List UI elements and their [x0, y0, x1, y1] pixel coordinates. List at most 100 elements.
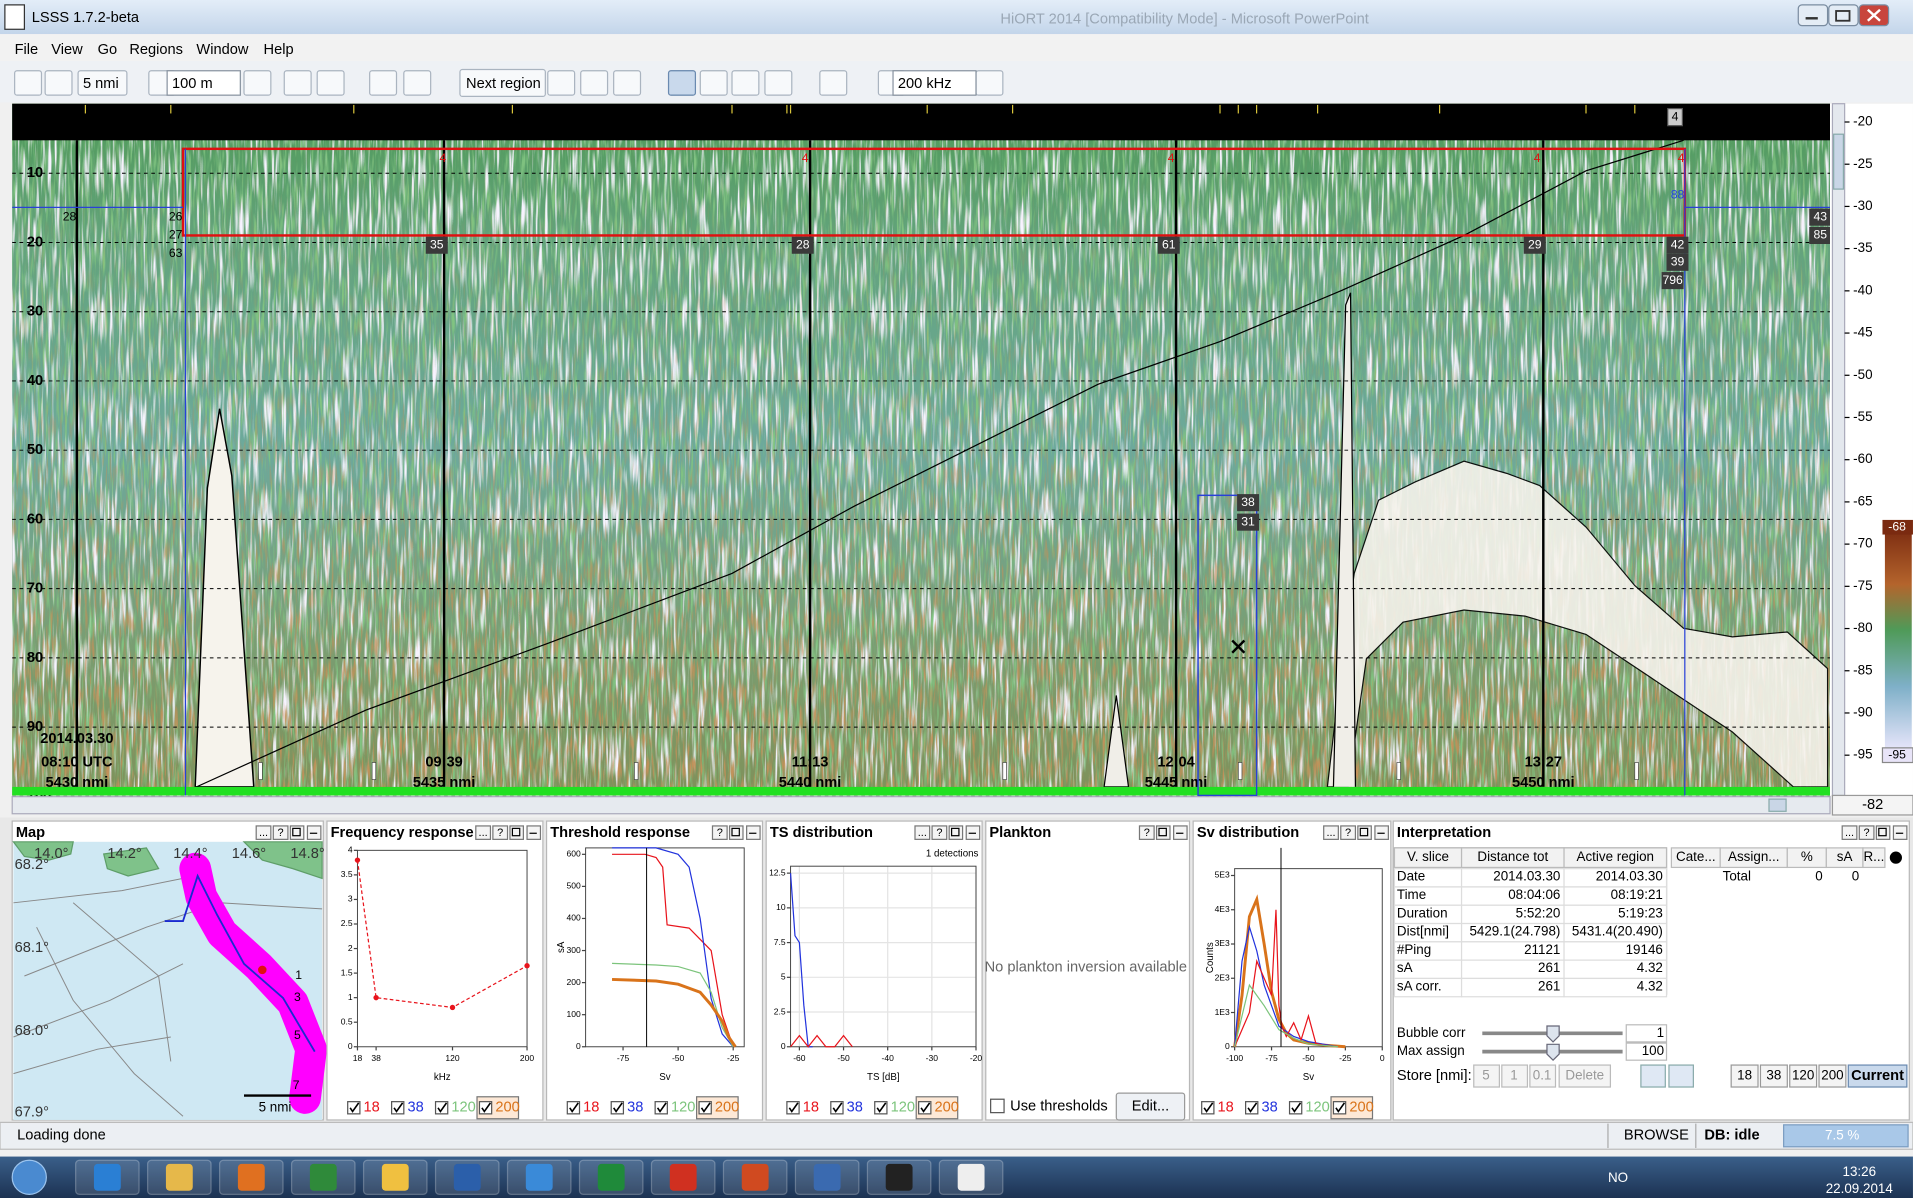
frequency-checkbox-label[interactable]: 18 — [364, 1100, 380, 1116]
frequency-checkbox-label[interactable]: 120 — [671, 1100, 695, 1116]
x-tick-label: -20 — [970, 1053, 983, 1063]
tool-button[interactable] — [317, 71, 344, 95]
app-icon — [886, 1164, 913, 1191]
tool-button[interactable] — [284, 71, 311, 95]
tool-button[interactable] — [244, 71, 271, 95]
frequency-button-label[interactable]: 18 — [1737, 1068, 1752, 1083]
panel-button-label[interactable]: ? — [717, 827, 723, 839]
tool-button[interactable] — [732, 71, 759, 95]
tool-button[interactable] — [765, 71, 792, 95]
panel-button-label[interactable]: ... — [918, 827, 927, 839]
frequency-checkbox-label[interactable]: 18 — [803, 1100, 819, 1116]
tool-button[interactable] — [700, 71, 727, 95]
panel-title: Plankton — [989, 825, 1051, 841]
frequency-checkbox-label[interactable]: 38 — [1261, 1100, 1277, 1116]
panel-button-label[interactable]: ? — [1144, 827, 1150, 839]
panel-button-label[interactable]: ? — [278, 827, 284, 839]
frequency-button-label[interactable]: 38 — [1766, 1068, 1781, 1083]
detections-note: 1 detections — [926, 849, 979, 860]
y-tick-label: 0 — [1225, 1041, 1230, 1051]
frequency-checkbox-label[interactable]: 38 — [847, 1100, 863, 1116]
frequency-checkbox-label[interactable]: 200 — [495, 1100, 519, 1116]
menu-item[interactable]: View — [51, 42, 83, 58]
slider-label: Max assign — [1397, 1043, 1465, 1058]
sv-tick-label: -75 — [1853, 578, 1872, 593]
horizontal-scrollbar[interactable] — [12, 797, 1830, 814]
use-thresholds-label[interactable]: Use thresholds — [1010, 1098, 1108, 1114]
store-option[interactable]: 5 — [1482, 1068, 1489, 1083]
panel-button-label[interactable]: ... — [1326, 827, 1335, 839]
tool-button[interactable] — [976, 71, 1003, 95]
frequency-checkbox-label[interactable]: 38 — [627, 1100, 643, 1116]
frequency-checkbox-label[interactable]: 120 — [1305, 1100, 1329, 1116]
frequency-checkbox-label[interactable]: 38 — [407, 1100, 423, 1116]
menu-item[interactable]: File — [15, 42, 39, 58]
table-cell-text: Dist[nmi] — [1397, 924, 1449, 939]
vertical-scrollbar[interactable] — [1832, 104, 1844, 796]
start-button[interactable] — [12, 1160, 46, 1194]
tool-button[interactable] — [581, 71, 608, 95]
app-icon — [598, 1164, 625, 1191]
frequency-checkbox-label[interactable]: 200 — [935, 1100, 959, 1116]
delete-label[interactable]: Delete — [1565, 1068, 1604, 1083]
panel-button-label[interactable]: ... — [479, 827, 488, 839]
table-cell-text: 08:04:06 — [1508, 887, 1560, 902]
tool-button[interactable] — [548, 71, 575, 95]
scroll-thumb[interactable] — [1834, 134, 1844, 189]
menu-item[interactable]: Window — [196, 42, 248, 58]
edit-label[interactable]: Edit... — [1132, 1098, 1169, 1114]
region-label: 61 — [1162, 237, 1176, 251]
tool-button-active[interactable] — [669, 71, 696, 95]
panel-button-label[interactable]: ... — [259, 827, 268, 839]
tool-button[interactable] — [614, 71, 641, 95]
marker-tick — [1635, 763, 1639, 780]
y-tick-label: 0 — [781, 1041, 786, 1051]
app-icon — [958, 1164, 985, 1191]
frequency-button-label[interactable]: 120 — [1792, 1068, 1814, 1083]
frequency-button-label[interactable]: 200 — [1821, 1068, 1843, 1083]
frequency-checkbox-label[interactable]: 18 — [1218, 1100, 1234, 1116]
frequency-checkbox-label[interactable]: 120 — [891, 1100, 915, 1116]
frequency-checkbox-label[interactable]: 200 — [1349, 1100, 1373, 1116]
sv-tick-label: -25 — [1853, 156, 1872, 171]
tool-button[interactable] — [15, 71, 42, 95]
prev-button[interactable] — [1641, 1065, 1665, 1087]
menu-item[interactable]: Help — [264, 42, 294, 58]
x-tick-label: 120 — [445, 1053, 459, 1063]
table-cell-text: 5:52:20 — [1516, 905, 1561, 920]
menu-item[interactable]: Regions — [129, 42, 183, 58]
app-icon — [382, 1164, 409, 1191]
tool-button[interactable] — [404, 71, 431, 95]
panel-button-label[interactable]: ? — [936, 827, 942, 839]
checkbox[interactable] — [991, 1099, 1004, 1112]
panel-button-label[interactable]: ? — [497, 827, 503, 839]
store-option[interactable]: 0.1 — [1533, 1068, 1552, 1083]
panel — [1193, 821, 1391, 1120]
x-tick-label: -75 — [1265, 1053, 1278, 1063]
next-button[interactable] — [1669, 1065, 1693, 1087]
minimize-button[interactable] — [1798, 5, 1827, 26]
waypoint-label: 5 — [294, 1028, 301, 1042]
frequency-checkbox-label[interactable]: 200 — [715, 1100, 739, 1116]
sv-tick-label: -80 — [1853, 620, 1872, 635]
scroll-thumb[interactable] — [1769, 799, 1786, 811]
data-point — [524, 963, 529, 968]
panel-button-label[interactable]: ? — [1345, 827, 1351, 839]
current-label[interactable]: Current — [1851, 1068, 1904, 1084]
store-option[interactable]: 1 — [1510, 1068, 1517, 1083]
frequency-checkbox-label[interactable]: 18 — [583, 1100, 599, 1116]
region-label: 43 — [1813, 209, 1827, 223]
y-axis-label: Counts — [1205, 942, 1216, 973]
sv-tick-label: -60 — [1853, 451, 1872, 466]
sv-tick-label: -65 — [1853, 493, 1872, 508]
language-indicator: NO — [1608, 1170, 1628, 1185]
panel-button-label[interactable]: ... — [1845, 827, 1854, 839]
tool-button[interactable] — [370, 71, 397, 95]
frequency-checkbox-label[interactable]: 120 — [451, 1100, 475, 1116]
tool-button[interactable] — [820, 71, 847, 95]
tool-button[interactable] — [45, 71, 72, 95]
table-header: % — [1801, 849, 1813, 864]
panel-button-label[interactable]: ? — [1864, 827, 1870, 839]
menu-item[interactable]: Go — [98, 42, 118, 58]
maximize-button[interactable] — [1829, 5, 1858, 26]
